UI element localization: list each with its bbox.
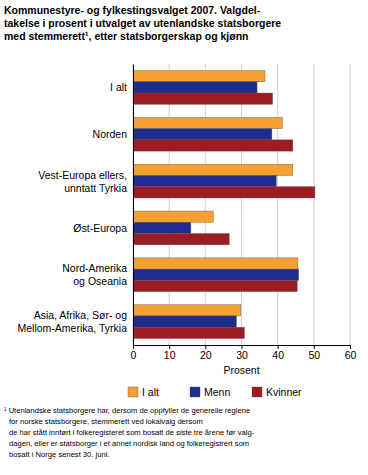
grid-line [169,64,170,345]
grid-line [313,64,314,345]
footnote-line: bosatt i Norge senest 30. juni. [9,450,109,459]
bar [133,117,282,128]
tick-mark [278,345,279,349]
tick-label: 0 [131,349,137,361]
category-label: Nord-Amerikaog Oseania [62,262,127,287]
tick-mark [169,345,170,349]
tick-label: 10 [164,349,176,361]
category-label-line: Vest-Europa ellers, [38,169,127,181]
category-label-line: I alt [110,81,127,93]
bar [133,164,293,175]
bar [133,280,297,291]
category-label-line: og Oseania [73,275,127,287]
category-label-line: Mellom-Amerika, Tyrkia [18,322,128,334]
bar [133,187,315,198]
legend-label: I alt [142,386,159,398]
tick-mark [242,345,243,349]
grid-line [350,64,351,345]
bar [133,129,272,140]
bar [133,140,293,151]
tick-label: 40 [272,349,284,361]
x-axis: 0 10 20 30 40 50 60 [131,345,357,361]
bars [133,71,315,339]
footnote-line: dagen, eller er statsborger i et annet n… [9,439,249,448]
legend-label: Kvinner [266,386,302,398]
bar [133,269,299,280]
grid-line [277,64,278,345]
y-axis [133,65,135,346]
bar [133,175,276,186]
grid-line [241,64,242,345]
category-labels: I alt Norden Vest-Europa ellers,unntatt Ty… [18,81,128,334]
tick: 50 [308,345,320,361]
legend-label: Menn [204,386,230,398]
title: Kommunestyre- og fylkestingsvalget 2007.… [4,4,281,42]
tick: 20 [200,345,212,361]
tick-mark [350,345,351,349]
category-label: Øst-Europa [73,222,127,234]
bar [133,71,265,82]
tick-label: 20 [200,349,212,361]
category-label: Asia, Afrika, Sør- ogMellom-Amerika, Tyr… [18,309,128,334]
chart: Kommunestyre- og fylkestingsvalget 2007.… [0,0,368,475]
tick-label: 60 [345,349,357,361]
bar [133,82,257,93]
footnote-line: ¹ Utenlandske statsborgere har, dersom d… [4,406,250,415]
footnote-line: de har stått innført i folkeregisteret s… [9,428,255,437]
title-line: Kommunestyre- og fylkestingsvalget 2007.… [4,4,261,16]
category-label: Vest-Europa ellers,unntatt Tyrkia [38,169,127,194]
legend-swatch [252,387,262,397]
bar [133,316,236,327]
bar [133,93,273,104]
tick-label: 30 [236,349,248,361]
category-label: I alt [110,81,127,93]
title-line: takelse i prosent i utvalget av utenland… [4,17,281,29]
tick: 30 [236,345,248,361]
tick: 40 [272,345,284,361]
x-axis-title: Prosent [223,364,259,376]
tick-label: 50 [308,349,320,361]
tick: 0 [131,345,137,361]
tick-mark [205,345,206,349]
title-line: med stemmerett¹, etter statsborgerskap o… [4,30,248,42]
bar [133,258,298,269]
category-label-line: unntatt Tyrkia [64,182,127,194]
legend-swatch [190,387,200,397]
tick-mark [133,345,134,349]
legend: I alt Menn Kvinner [128,386,302,398]
bar [133,305,241,316]
category-label-line: Øst-Europa [73,222,127,234]
legend-swatch [128,387,138,397]
bar [133,222,191,233]
footnote-line: for norske statsborgere, stemmerett ved … [9,417,203,426]
category-label-line: Asia, Afrika, Sør- og [34,309,128,321]
grid-line [205,64,206,345]
tick-mark [314,345,315,349]
grid-line [133,64,134,345]
category-label: Norden [93,128,128,140]
bar [133,327,244,338]
bar [133,234,229,245]
category-label-line: Norden [93,128,128,140]
footnote: ¹ Utenlandske statsborgere har, dersom d… [4,406,255,459]
grid [133,64,350,345]
bar [133,211,213,222]
tick: 60 [345,345,357,361]
category-label-line: Nord-Amerika [62,262,127,274]
y-axis-line [133,65,134,346]
tick: 10 [164,345,176,361]
